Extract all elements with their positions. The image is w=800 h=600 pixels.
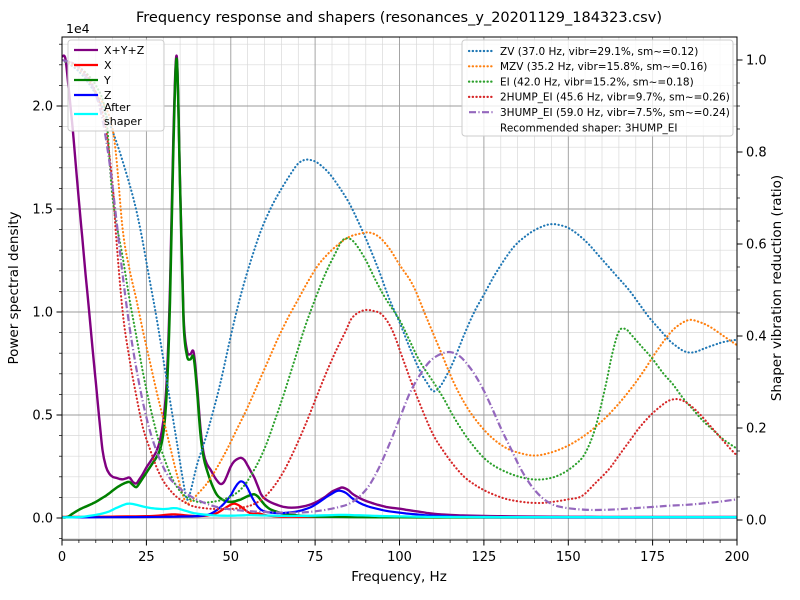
legend-psd-label: X <box>104 59 112 72</box>
y-left-tick-label: 1.0 <box>32 306 53 321</box>
y-left-axis-label: Power spectral density <box>6 211 22 364</box>
x-tick-label: 150 <box>556 550 581 565</box>
legend-psd-label: Y <box>103 74 111 87</box>
y-right-tick-label: 1.0 <box>746 54 767 69</box>
chart-title: Frequency response and shapers (resonanc… <box>136 10 662 26</box>
x-axis-label: Frequency, Hz <box>351 569 447 585</box>
curves-layer <box>62 54 737 519</box>
legend-shaper-label: EI (42.0 Hz, vibr=15.2%, sm~=0.18) <box>500 76 694 88</box>
tick-labels-layer: 0 25 50 75 100 125 150 175 200 0.0 0.5 1.0 1.5 2.0 0.0… <box>32 54 766 566</box>
x-tick-label: 50 <box>223 550 240 565</box>
x-tick-label: 0 <box>58 550 66 565</box>
y-right-tick-label: 0.8 <box>746 146 767 161</box>
x-tick-label: 75 <box>307 550 324 565</box>
y-left-tick-label: 0.5 <box>32 409 53 424</box>
y-right-tick-label: 0.2 <box>746 422 767 437</box>
y-left-tick-label: 1.5 <box>32 203 53 218</box>
axes-layer <box>56 36 743 546</box>
legend-shaper-label: 2HUMP_EI (45.6 Hz, vibr=9.7%, sm~=0.26) <box>500 92 730 104</box>
legend-shaper-label: ZV (37.0 Hz, vibr=29.1%, sm~=0.12) <box>500 46 698 58</box>
curve-mzv <box>62 58 737 506</box>
legend-psd-label: After <box>104 101 131 114</box>
legend-shaper-label: 3HUMP_EI (59.0 Hz, vibr=7.5%, sm~=0.24) <box>500 107 730 119</box>
y-right-tick-label: 0.4 <box>746 330 767 345</box>
curve-3hump-ei <box>62 58 737 514</box>
recommended-shaper-note: Recommended shaper: 3HUMP_EI <box>500 122 678 134</box>
y-left-tick-label: 0.0 <box>32 512 53 527</box>
psd-axis-multiplier: 1e4 <box>66 21 90 36</box>
legend-shapers: ZV (37.0 Hz, vibr=29.1%, sm~=0.12) MZV (3… <box>461 39 734 137</box>
x-tick-label: 100 <box>387 550 412 565</box>
curve-2hump-ei <box>62 58 737 511</box>
curve-zv <box>62 58 737 501</box>
y-right-axis-label: Shaper vibration reduction (ratio) <box>769 175 785 401</box>
x-tick-label: 175 <box>640 550 665 565</box>
legend-psd-box <box>67 39 165 132</box>
y-right-tick-label: 0.0 <box>746 514 767 529</box>
x-tick-label: 200 <box>725 550 750 565</box>
curve-ei <box>62 58 737 504</box>
legend-psd-label: X+Y+Z <box>104 44 145 57</box>
y-left-tick-label: 2.0 <box>32 100 53 115</box>
x-tick-label: 25 <box>138 550 155 565</box>
legend-psd-label: shaper <box>104 115 142 128</box>
curve-after-shaper <box>62 502 737 519</box>
y-right-tick-label: 0.6 <box>746 238 767 253</box>
legend-psd-label: Z <box>104 89 112 102</box>
curve-xyz <box>62 54 737 519</box>
legend-shaper-label: MZV (35.2 Hz, vibr=15.8%, sm~=0.16) <box>500 61 707 73</box>
legend-shapers-box <box>461 39 734 137</box>
x-tick-label: 125 <box>471 550 496 565</box>
